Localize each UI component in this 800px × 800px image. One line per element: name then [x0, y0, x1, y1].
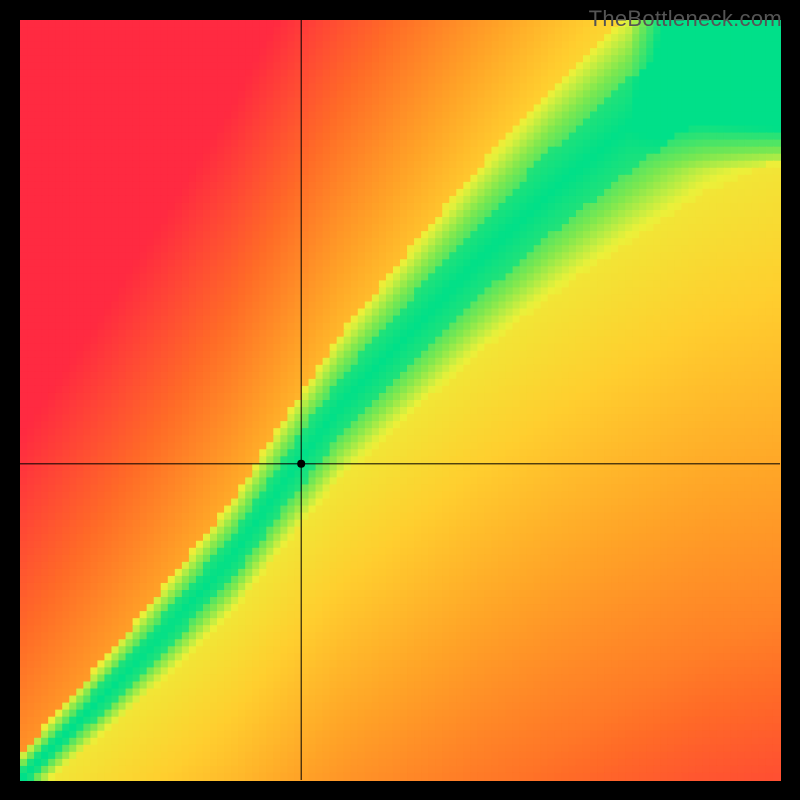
watermark: TheBottleneck.com — [589, 6, 782, 32]
bottleneck-heatmap — [0, 0, 800, 800]
